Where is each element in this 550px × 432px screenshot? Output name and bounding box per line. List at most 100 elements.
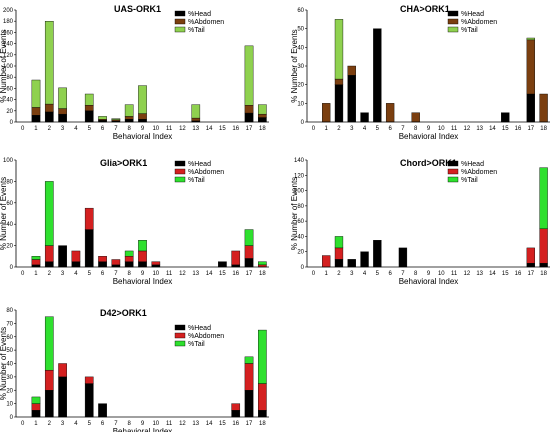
- x-tick-label: 18: [259, 271, 266, 277]
- x-tick-label: 6: [388, 271, 392, 277]
- legend-swatch: [174, 18, 186, 25]
- bar-tail-6: [98, 116, 107, 120]
- bar-tail-8: [124, 104, 134, 117]
- bar-tail-17: [244, 229, 254, 246]
- x-tick-label: 15: [219, 271, 226, 277]
- bar-abdomen-1: [322, 255, 331, 268]
- bar-tail-2: [334, 19, 344, 80]
- bar-abdomen-3: [58, 363, 67, 378]
- bar-head-9: [138, 118, 147, 123]
- bar-head-4: [360, 112, 369, 123]
- x-tick-label: 10: [152, 126, 159, 132]
- bar-tail-7: [111, 118, 121, 120]
- bar-head-1: [31, 115, 41, 123]
- y-tick-label: 160: [3, 30, 14, 36]
- x-tick-label: 13: [476, 271, 483, 277]
- bar-head-4: [360, 251, 369, 268]
- x-tick-label: 5: [88, 271, 92, 277]
- legend-swatch: [174, 176, 186, 183]
- bar-tail-18: [539, 167, 548, 229]
- x-tick-label: 9: [141, 126, 145, 132]
- y-tick-label: 20: [6, 109, 13, 115]
- x-tick-label: 13: [192, 126, 199, 132]
- chart-title: D42>ORK1: [100, 308, 147, 318]
- y-tick-label: 20: [297, 250, 304, 256]
- legend-label: %Tail: [188, 27, 205, 34]
- bar-head-3: [347, 75, 356, 123]
- x-tick-label: 15: [219, 126, 226, 132]
- bar-head-17: [244, 112, 254, 123]
- legend-label: %Head: [188, 11, 211, 18]
- x-tick-label: 17: [246, 421, 253, 427]
- y-tick-label: 40: [6, 98, 13, 104]
- bar-head-5: [373, 28, 382, 123]
- x-tick-label: 1: [34, 126, 38, 132]
- y-tick-label: 80: [297, 204, 304, 210]
- x-tick-label: 0: [312, 271, 316, 277]
- bar-tail-9: [138, 240, 147, 252]
- x-tick-label: 18: [259, 126, 266, 132]
- bar-head-8: [124, 261, 134, 268]
- bar-abdomen-17: [526, 39, 535, 95]
- bar-head-3: [58, 376, 67, 418]
- bar-head-18: [258, 117, 267, 123]
- x-axis-label: Behavioral Index: [113, 132, 173, 141]
- x-tick-label: 7: [401, 126, 405, 132]
- bar-abdomen-16: [231, 403, 241, 411]
- x-tick-label: 0: [312, 126, 316, 132]
- legend-swatch: [174, 10, 186, 17]
- legend-swatch: [447, 168, 459, 175]
- x-tick-label: 8: [414, 126, 418, 132]
- bar-tail-13: [191, 104, 201, 119]
- y-tick-label: 0: [10, 415, 14, 421]
- bar-abdomen-8: [124, 116, 134, 120]
- x-tick-label: 0: [21, 126, 25, 132]
- x-tick-label: 9: [141, 271, 145, 277]
- y-tick-label: 80: [6, 75, 13, 81]
- bar-head-8: [124, 118, 134, 123]
- y-tick-label: 40: [6, 222, 13, 228]
- bar-tail-1: [31, 256, 41, 260]
- x-tick-label: 8: [128, 421, 132, 427]
- y-tick-label: 70: [6, 321, 13, 327]
- bar-tail-2: [44, 21, 54, 105]
- bar-head-2: [44, 390, 54, 418]
- bar-abdomen-18: [258, 383, 267, 411]
- bar-abdomen-17: [526, 247, 535, 264]
- chart-title: CHA>ORK1: [400, 4, 450, 14]
- legend-label: %Head: [188, 161, 211, 168]
- y-tick-label: 10: [297, 101, 304, 107]
- bar-tail-1: [31, 79, 41, 108]
- x-axis-label: Behavioral Index: [113, 277, 173, 286]
- legend-label: %Tail: [188, 177, 205, 184]
- bar-tail-18: [258, 104, 267, 115]
- y-tick-label: 60: [6, 335, 13, 341]
- x-tick-label: 15: [219, 421, 226, 427]
- x-tick-label: 5: [88, 421, 92, 427]
- x-tick-label: 13: [192, 421, 199, 427]
- bar-abdomen-2: [44, 245, 54, 262]
- y-axis-label: % Number of Events: [0, 327, 8, 400]
- x-tick-label: 2: [337, 271, 341, 277]
- legend-swatch: [174, 168, 186, 175]
- y-tick-label: 100: [3, 158, 14, 164]
- bar-tail-8: [124, 250, 134, 257]
- x-tick-label: 7: [114, 126, 118, 132]
- y-axis-label: % Number of Events: [0, 177, 8, 250]
- bar-head-7: [398, 247, 408, 268]
- bar-abdomen-18: [539, 228, 548, 264]
- bar-tail-2: [44, 316, 54, 371]
- x-tick-label: 9: [427, 271, 431, 277]
- y-tick-label: 50: [6, 348, 13, 354]
- bar-head-2: [334, 259, 344, 268]
- y-tick-label: 10: [6, 402, 13, 408]
- x-tick-label: 14: [206, 271, 213, 277]
- legend-label: %Abdomen: [188, 169, 224, 176]
- x-axis-label: Behavioral Index: [113, 427, 173, 432]
- y-tick-label: 30: [297, 64, 304, 70]
- x-tick-label: 10: [152, 421, 159, 427]
- y-tick-label: 140: [3, 42, 14, 48]
- bar-head-17: [526, 262, 535, 268]
- legend-label: %Abdomen: [188, 19, 224, 26]
